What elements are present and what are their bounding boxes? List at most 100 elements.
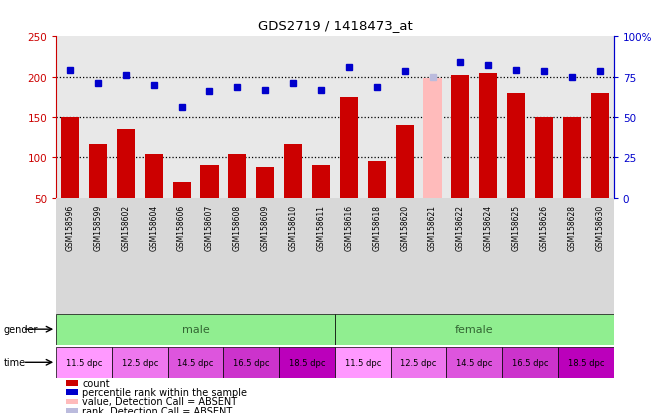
Bar: [586, 198, 614, 314]
Bar: [256, 168, 275, 198]
Text: GSM158628: GSM158628: [568, 204, 576, 250]
Bar: [61, 118, 79, 198]
Bar: [507, 94, 525, 198]
Bar: [312, 166, 330, 198]
Text: male: male: [182, 324, 209, 335]
Bar: [475, 37, 502, 198]
Bar: [56, 347, 112, 378]
Text: GSM158616: GSM158616: [345, 204, 353, 250]
Text: rank, Detection Call = ABSENT: rank, Detection Call = ABSENT: [82, 406, 233, 413]
Text: GSM158621: GSM158621: [428, 204, 437, 250]
Bar: [223, 37, 251, 198]
Bar: [279, 347, 335, 378]
Text: female: female: [455, 324, 494, 335]
Text: GSM158609: GSM158609: [261, 204, 270, 250]
Bar: [530, 37, 558, 198]
Text: 11.5 dpc: 11.5 dpc: [345, 358, 381, 367]
Bar: [391, 347, 447, 378]
Text: GSM158622: GSM158622: [456, 204, 465, 250]
Bar: [451, 76, 469, 198]
Text: GSM158606: GSM158606: [177, 204, 186, 250]
Bar: [223, 347, 279, 378]
Text: 14.5 dpc: 14.5 dpc: [178, 358, 214, 367]
Text: gender: gender: [3, 324, 38, 335]
Text: GSM158620: GSM158620: [400, 204, 409, 250]
Bar: [140, 37, 168, 198]
Bar: [391, 198, 418, 314]
Bar: [279, 37, 307, 198]
Text: 18.5 dpc: 18.5 dpc: [568, 358, 604, 367]
Bar: [335, 37, 363, 198]
Bar: [535, 118, 553, 198]
Bar: [586, 37, 614, 198]
Bar: [368, 162, 386, 198]
Bar: [201, 166, 218, 198]
Bar: [195, 37, 223, 198]
Bar: [117, 130, 135, 198]
Text: percentile rank within the sample: percentile rank within the sample: [82, 387, 248, 397]
Bar: [84, 198, 112, 314]
Text: GSM158611: GSM158611: [317, 204, 325, 250]
Bar: [558, 37, 586, 198]
Bar: [418, 198, 447, 314]
Bar: [418, 37, 447, 198]
Bar: [172, 182, 191, 198]
Text: GDS2719 / 1418473_at: GDS2719 / 1418473_at: [257, 19, 412, 31]
Text: value, Detection Call = ABSENT: value, Detection Call = ABSENT: [82, 396, 238, 406]
Text: 16.5 dpc: 16.5 dpc: [512, 358, 548, 367]
Text: GSM158630: GSM158630: [595, 204, 605, 250]
Bar: [251, 198, 279, 314]
Text: 16.5 dpc: 16.5 dpc: [233, 358, 269, 367]
Bar: [591, 94, 609, 198]
Bar: [363, 37, 391, 198]
Text: 18.5 dpc: 18.5 dpc: [289, 358, 325, 367]
Bar: [112, 37, 140, 198]
Bar: [195, 198, 223, 314]
Bar: [223, 198, 251, 314]
Bar: [335, 347, 391, 378]
Bar: [168, 198, 195, 314]
Text: GSM158607: GSM158607: [205, 204, 214, 250]
Bar: [335, 314, 614, 345]
Bar: [395, 126, 414, 198]
Bar: [228, 155, 246, 198]
Text: time: time: [3, 357, 26, 368]
Bar: [56, 198, 84, 314]
Bar: [475, 198, 502, 314]
Text: GSM158618: GSM158618: [372, 204, 381, 250]
Text: GSM158626: GSM158626: [540, 204, 548, 250]
Bar: [558, 347, 614, 378]
Text: GSM158608: GSM158608: [233, 204, 242, 250]
Text: GSM158604: GSM158604: [149, 204, 158, 250]
Bar: [168, 347, 223, 378]
Bar: [140, 198, 168, 314]
Bar: [84, 37, 112, 198]
Bar: [279, 198, 307, 314]
Text: 12.5 dpc: 12.5 dpc: [401, 358, 437, 367]
Bar: [56, 37, 84, 198]
Bar: [56, 314, 335, 345]
Bar: [89, 144, 107, 198]
Bar: [424, 79, 442, 198]
Text: GSM158602: GSM158602: [121, 204, 130, 250]
Text: 12.5 dpc: 12.5 dpc: [121, 358, 158, 367]
Bar: [502, 347, 558, 378]
Bar: [251, 37, 279, 198]
Bar: [307, 37, 335, 198]
Text: GSM158596: GSM158596: [65, 204, 75, 250]
Text: 11.5 dpc: 11.5 dpc: [66, 358, 102, 367]
Bar: [447, 198, 475, 314]
Bar: [502, 198, 530, 314]
Bar: [563, 118, 581, 198]
Bar: [284, 144, 302, 198]
Text: 14.5 dpc: 14.5 dpc: [456, 358, 492, 367]
Bar: [391, 37, 418, 198]
Text: GSM158599: GSM158599: [94, 204, 102, 250]
Bar: [112, 347, 168, 378]
Bar: [479, 74, 498, 198]
Bar: [530, 198, 558, 314]
Bar: [558, 198, 586, 314]
Text: count: count: [82, 378, 110, 388]
Text: GSM158610: GSM158610: [288, 204, 298, 250]
Bar: [335, 198, 363, 314]
